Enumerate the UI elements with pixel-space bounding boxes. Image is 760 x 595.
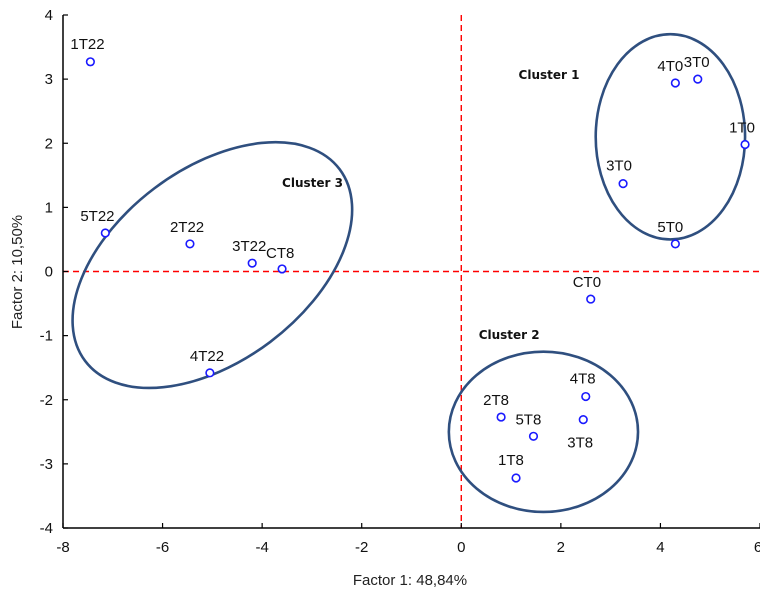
cluster-ellipse <box>594 32 747 241</box>
data-point <box>247 258 257 268</box>
data-point <box>205 368 215 378</box>
y-tick-label: 2 <box>45 135 53 152</box>
x-tick-label: 4 <box>656 539 664 556</box>
y-tick-label: 3 <box>45 71 53 88</box>
y-tick-label: -2 <box>40 392 53 409</box>
data-point <box>185 239 195 249</box>
data-point <box>670 78 680 88</box>
point-label: 5T8 <box>515 411 541 428</box>
point-label: 4T22 <box>190 348 224 365</box>
point-label: CT0 <box>573 274 601 291</box>
cluster-ellipse <box>71 140 354 390</box>
y-tick-label: -1 <box>40 328 53 345</box>
x-tick-label: -6 <box>156 539 169 556</box>
data-point <box>277 264 287 274</box>
y-tick-label: 1 <box>45 199 53 216</box>
x-tick-label: -2 <box>355 539 368 556</box>
data-point <box>511 473 521 483</box>
cluster-ellipse <box>447 350 640 514</box>
data-point <box>618 179 628 189</box>
x-tick-label: -4 <box>255 539 268 556</box>
point-label: 3T22 <box>232 238 266 255</box>
y-tick-label: 0 <box>45 264 53 281</box>
cluster-label: Cluster 1 <box>519 68 580 82</box>
point-label: 5T22 <box>80 208 114 225</box>
data-point <box>740 139 750 150</box>
point-label: 3T0 <box>606 158 632 175</box>
data-point <box>581 391 591 402</box>
data-point <box>528 431 539 441</box>
data-point <box>670 239 680 249</box>
y-axis-title: Factor 2: 10,50% <box>9 215 26 329</box>
x-tick-label: 0 <box>457 539 465 556</box>
x-axis-title: Factor 1: 48,84% <box>353 572 467 589</box>
data-point <box>586 294 596 304</box>
data-point <box>693 74 703 84</box>
cluster-label: Cluster 2 <box>479 328 540 342</box>
point-label: 2T22 <box>170 219 204 236</box>
cluster-label: Cluster 3 <box>282 176 343 190</box>
point-label: 4T0 <box>657 58 683 75</box>
x-tick-label: 6 <box>754 539 760 556</box>
y-tick-label: 4 <box>45 7 53 24</box>
x-tick-label: 2 <box>557 539 565 556</box>
data-point <box>100 228 110 238</box>
y-tick-label: -3 <box>40 456 53 473</box>
data-point <box>496 412 506 422</box>
point-label: 4T8 <box>570 371 596 388</box>
point-label: 1T8 <box>498 452 524 469</box>
y-tick-label: -4 <box>40 520 53 537</box>
data-point <box>578 415 588 425</box>
x-tick-label: -8 <box>56 539 69 556</box>
point-label: 1T22 <box>70 36 104 53</box>
point-label: 3T8 <box>567 435 593 452</box>
data-point <box>85 57 95 67</box>
point-label: 3T0 <box>684 54 710 71</box>
point-label: 2T8 <box>483 392 509 409</box>
point-label: 5T0 <box>657 219 683 236</box>
point-label: CT8 <box>266 245 294 262</box>
point-label: 1T0 <box>729 120 755 137</box>
